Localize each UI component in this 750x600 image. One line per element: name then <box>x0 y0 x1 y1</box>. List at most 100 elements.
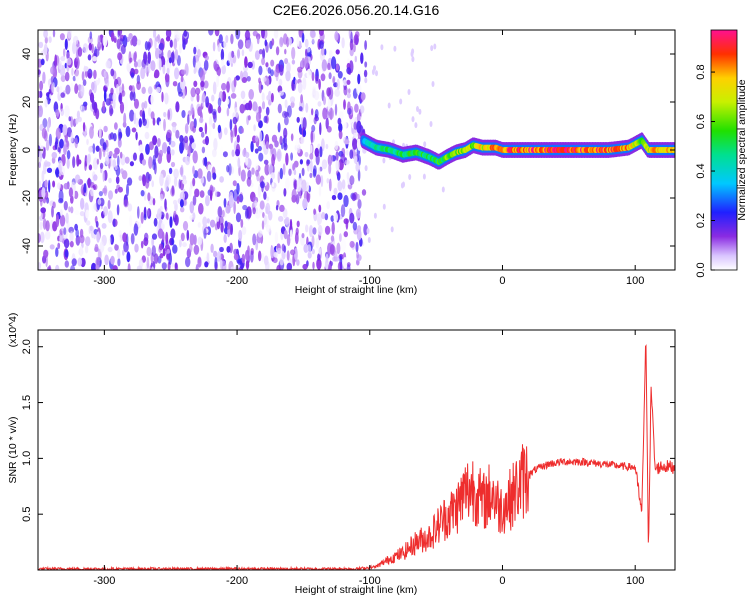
noise-blob <box>355 162 361 172</box>
spectrogram-ylabel: Frequency (Hz) <box>7 114 19 186</box>
noise-blob <box>51 81 55 94</box>
noise-blob <box>104 254 109 266</box>
noise-blob <box>82 43 88 54</box>
noise-blob <box>276 148 282 162</box>
noise-blob <box>107 246 113 253</box>
noise-blob <box>277 122 281 133</box>
noise-blob <box>241 77 248 83</box>
noise-blob <box>235 75 240 81</box>
noise-blob <box>261 252 265 263</box>
noise-blob <box>179 199 184 208</box>
noise-blob <box>52 221 58 232</box>
noise-blob <box>157 228 164 239</box>
noise-blob <box>353 155 358 164</box>
noise-blob <box>218 215 224 226</box>
noise-blob <box>275 46 280 56</box>
noise-blob <box>354 55 357 63</box>
noise-blob <box>297 82 303 94</box>
noise-blob <box>423 141 427 148</box>
noise-blob <box>44 98 48 108</box>
noise-blob <box>317 224 323 236</box>
noise-blob <box>328 263 332 270</box>
noise-blob <box>217 206 223 218</box>
noise-blob <box>305 48 308 58</box>
noise-blob <box>342 257 348 269</box>
noise-blob <box>99 241 105 253</box>
noise-blob <box>42 218 47 230</box>
noise-blob <box>334 31 339 41</box>
noise-blob <box>59 33 65 41</box>
noise-blob <box>335 151 339 161</box>
noise-blob <box>221 82 227 91</box>
noise-blob <box>189 186 192 197</box>
noise-blob <box>46 167 53 173</box>
noise-blob <box>261 30 265 39</box>
noise-blob <box>257 185 261 198</box>
noise-blob <box>354 103 359 113</box>
noise-blob <box>235 30 241 40</box>
noise-blob <box>189 201 195 214</box>
noise-blob <box>241 253 246 264</box>
noise-blob <box>265 106 270 116</box>
noise-blob <box>225 205 231 214</box>
noise-blob <box>236 49 241 59</box>
noise-blob <box>286 262 293 270</box>
noise-blob <box>173 168 179 179</box>
noise-blob <box>170 149 175 156</box>
noise-blob <box>191 107 195 116</box>
noise-blob <box>315 174 321 185</box>
noise-blob <box>357 169 361 182</box>
noise-blob <box>312 227 317 235</box>
noise-blob <box>87 54 92 61</box>
noise-blob <box>148 173 152 182</box>
colorbar-label: Normalized spectral amplitude <box>736 79 748 220</box>
noise-blob <box>179 166 184 176</box>
noise-blob <box>158 121 162 129</box>
noise-blob <box>380 44 384 51</box>
noise-blob <box>283 142 288 151</box>
noise-blob <box>321 159 328 170</box>
noise-blob <box>194 188 200 198</box>
noise-blob <box>204 261 209 268</box>
noise-blob <box>147 60 151 73</box>
noise-blob <box>407 89 411 95</box>
noise-blob <box>129 57 133 63</box>
noise-blob <box>222 209 225 218</box>
noise-blob <box>259 181 265 189</box>
noise-blob <box>169 39 173 48</box>
noise-blob <box>311 248 315 255</box>
noise-blob <box>127 177 133 186</box>
noise-blob <box>129 161 134 167</box>
noise-blob <box>119 151 123 159</box>
noise-blob <box>136 39 141 46</box>
noise-blob <box>91 81 95 91</box>
noise-blob <box>109 108 114 115</box>
noise-blob <box>334 88 341 97</box>
noise-blob <box>80 197 85 210</box>
noise-blob <box>301 167 305 177</box>
noise-blob <box>328 86 334 100</box>
noise-blob <box>131 127 137 133</box>
noise-blob <box>140 66 146 80</box>
noise-blob <box>252 30 258 37</box>
noise-blob <box>371 69 375 75</box>
noise-blob <box>332 118 338 129</box>
noise-blob <box>187 145 191 158</box>
noise-blob <box>199 117 204 124</box>
noise-blob <box>314 109 319 119</box>
noise-blob <box>135 131 138 141</box>
noise-blob <box>116 204 120 216</box>
noise-blob <box>44 179 48 188</box>
noise-blob <box>55 214 60 228</box>
noise-blob <box>335 63 339 71</box>
noise-blob <box>116 83 119 95</box>
colorbar-tick-label: 0.8 <box>695 64 707 79</box>
noise-blob <box>241 127 244 134</box>
noise-blob <box>254 148 259 154</box>
noise-blob <box>340 204 346 218</box>
noise-blob <box>346 92 351 99</box>
noise-blob <box>79 104 83 111</box>
noise-blob <box>214 30 220 37</box>
colorbar-gradient <box>710 29 738 271</box>
